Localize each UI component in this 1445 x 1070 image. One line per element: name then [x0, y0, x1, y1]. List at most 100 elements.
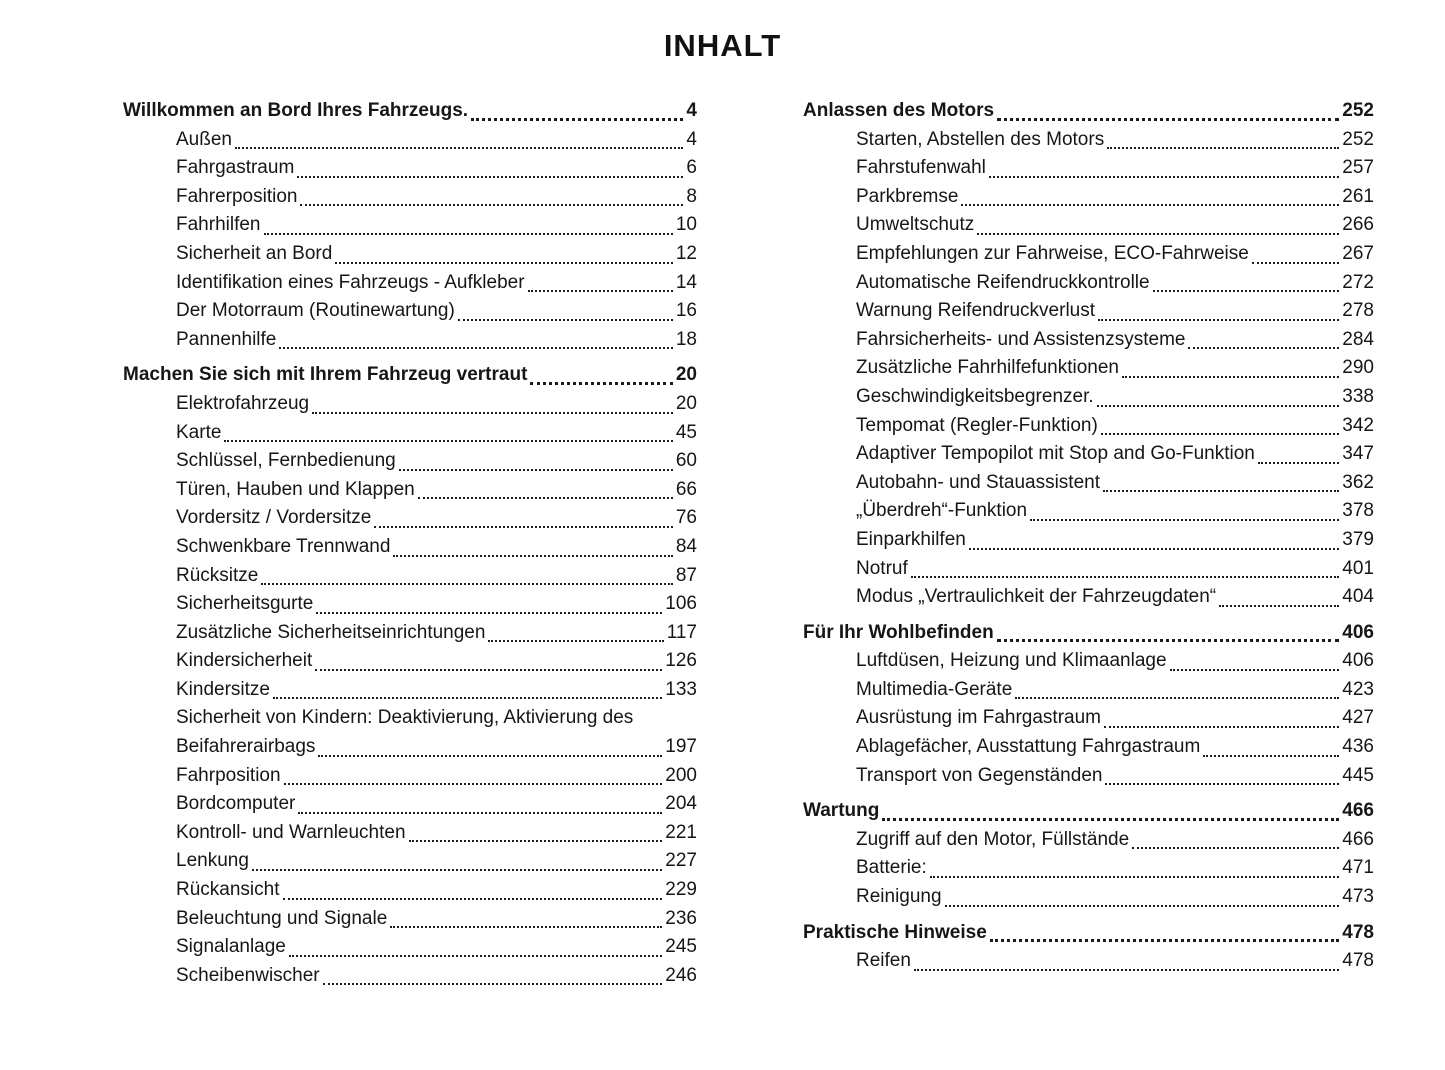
dot-leader: [282, 897, 663, 900]
toc-page-number: 6: [686, 157, 697, 179]
toc-entry-label: Elektrofahrzeug: [176, 392, 310, 414]
toc-page-number: 347: [1342, 443, 1374, 465]
toc-page-number: 466: [1342, 828, 1374, 850]
toc-entry-label: Fahrposition: [176, 764, 281, 786]
toc-entry-label: Geschwindigkeitsbegrenzer.: [856, 385, 1094, 407]
toc-page-number: 436: [1342, 736, 1374, 758]
toc-entry: Kontroll- und Warnleuchten 221: [123, 819, 697, 848]
toc-entry: Adaptiver Tempopilot mit Stop and Go-Fun…: [803, 440, 1374, 469]
toc-entry-label: Zugriff auf den Motor, Füllstände: [856, 828, 1130, 850]
dot-leader: [374, 525, 673, 528]
toc-entry-label: Beleuchtung und Signale: [176, 907, 388, 929]
toc-entry: Notruf 401: [803, 555, 1374, 584]
toc-page-number: 379: [1342, 528, 1374, 550]
dot-leader: [318, 754, 663, 757]
toc-entry-label: Parkbremse: [856, 185, 959, 207]
toc-page-number: 133: [665, 678, 697, 700]
toc-page-number: 338: [1342, 385, 1374, 407]
toc-entry-label: Schwenkbare Trennwand: [176, 535, 391, 557]
toc-entry: Beifahrerairbags 197: [123, 733, 697, 762]
dot-leader: [488, 640, 664, 643]
toc-entry: Rücksitze 87: [123, 562, 697, 591]
toc-page-number: 4: [686, 128, 697, 150]
toc-page-number: 20: [675, 392, 697, 414]
dot-leader: [929, 876, 1340, 879]
toc-section-header: Willkommen an Bord Ihres Fahrzeugs. 4: [123, 97, 697, 126]
toc-page-number: 229: [665, 879, 697, 901]
dot-leader: [530, 381, 673, 385]
dot-leader: [224, 440, 673, 443]
dot-leader: [417, 497, 673, 500]
toc-entry: Karte 45: [123, 419, 697, 448]
toc-page-number: 401: [1342, 557, 1374, 579]
toc-entry-label: Türen, Hauben und Klappen: [176, 478, 415, 500]
toc-entry-label: Starten, Abstellen des Motors: [856, 128, 1105, 150]
toc-entry: Ausrüstung im Fahrgastraum 427: [803, 704, 1374, 733]
dot-leader: [251, 869, 663, 872]
toc-page-number: 20: [675, 364, 697, 386]
toc-entry-label: Fahrerposition: [176, 185, 298, 207]
dot-leader: [457, 318, 673, 321]
toc-entry-label: Reifen: [856, 950, 911, 972]
toc-entry: Transport von Gegenständen 445: [803, 762, 1374, 791]
toc-entry: Sicherheit von Kindern: Deaktivierung, A…: [123, 704, 697, 733]
dot-leader: [1132, 847, 1340, 850]
dot-leader: [335, 261, 673, 264]
toc-page-number: 478: [1342, 950, 1374, 972]
toc-entry-label: Der Motorraum (Routinewartung): [176, 300, 455, 322]
dot-leader: [997, 117, 1340, 121]
toc-entry-label: Automatische Reifendruckkontrolle: [856, 271, 1150, 293]
dot-leader: [961, 204, 1340, 207]
dot-leader: [322, 983, 663, 986]
toc-page-number: 362: [1342, 471, 1374, 493]
toc-entry: Rückansicht 229: [123, 876, 697, 905]
toc-entry: Türen, Hauben und Klappen 66: [123, 476, 697, 505]
toc-entry: Schlüssel, Fernbedienung 60: [123, 447, 697, 476]
toc-entry: Pannenhilfe 18: [123, 326, 697, 355]
toc-entry: Autobahn- und Stauassistent 362: [803, 469, 1374, 498]
toc-page-number: 423: [1342, 678, 1374, 700]
toc-entry: Signalanlage 245: [123, 933, 697, 962]
toc-entry: Zusätzliche Sicherheitseinrichtungen 117: [123, 619, 697, 648]
toc-page-number: 76: [675, 507, 697, 529]
dot-leader: [1152, 290, 1340, 293]
toc-entry: Parkbremse 261: [803, 183, 1374, 212]
dot-leader: [1098, 318, 1340, 321]
dot-leader: [996, 639, 1340, 643]
toc-entry: Modus „Vertraulichkeit der Fahrzeugdaten…: [803, 583, 1374, 612]
toc-entry-label: Lenkung: [176, 850, 249, 872]
dot-leader: [316, 611, 663, 614]
toc-entry: Fahrposition 200: [123, 762, 697, 791]
dot-leader: [988, 175, 1340, 178]
toc-entry: Automatische Reifendruckkontrolle 272: [803, 269, 1374, 298]
toc-section-title: Wartung: [803, 800, 880, 822]
toc-page-number: 87: [675, 564, 697, 586]
toc-section-title: Machen Sie sich mit Ihrem Fahrzeug vertr…: [123, 364, 528, 386]
toc-page-number: 16: [675, 300, 697, 322]
dot-leader: [1257, 461, 1340, 464]
toc-entry-label: Schlüssel, Fernbedienung: [176, 450, 396, 472]
dot-leader: [297, 175, 684, 178]
toc-entry-label: Kindersicherheit: [176, 650, 313, 672]
toc-page-number: 12: [675, 242, 697, 264]
dot-leader: [234, 147, 684, 150]
dot-leader: [527, 290, 673, 293]
toc-entry: Identifikation eines Fahrzeugs - Aufkleb…: [123, 269, 697, 298]
dot-leader: [968, 547, 1340, 550]
dot-leader: [390, 926, 663, 929]
toc-entry-label: Außen: [176, 128, 232, 150]
dot-leader: [1104, 726, 1340, 729]
toc-entry-label: Batterie:: [856, 857, 927, 879]
toc-page-number: 404: [1342, 586, 1374, 608]
toc-page-number: 106: [665, 593, 697, 615]
toc-entry-label: Scheibenwischer: [176, 964, 320, 986]
toc-entry-label: Identifikation eines Fahrzeugs - Aufkleb…: [176, 271, 525, 293]
toc-entry: Fahrhilfen 10: [123, 211, 697, 240]
toc-entry-label: Bordcomputer: [176, 793, 296, 815]
toc-entry-label: Multimedia-Geräte: [856, 678, 1013, 700]
toc-page-number: 252: [1342, 128, 1374, 150]
toc-entry-label: Umweltschutz: [856, 214, 975, 236]
toc-page-number: 4: [686, 100, 697, 121]
toc-entry-label: Rücksitze: [176, 564, 259, 586]
